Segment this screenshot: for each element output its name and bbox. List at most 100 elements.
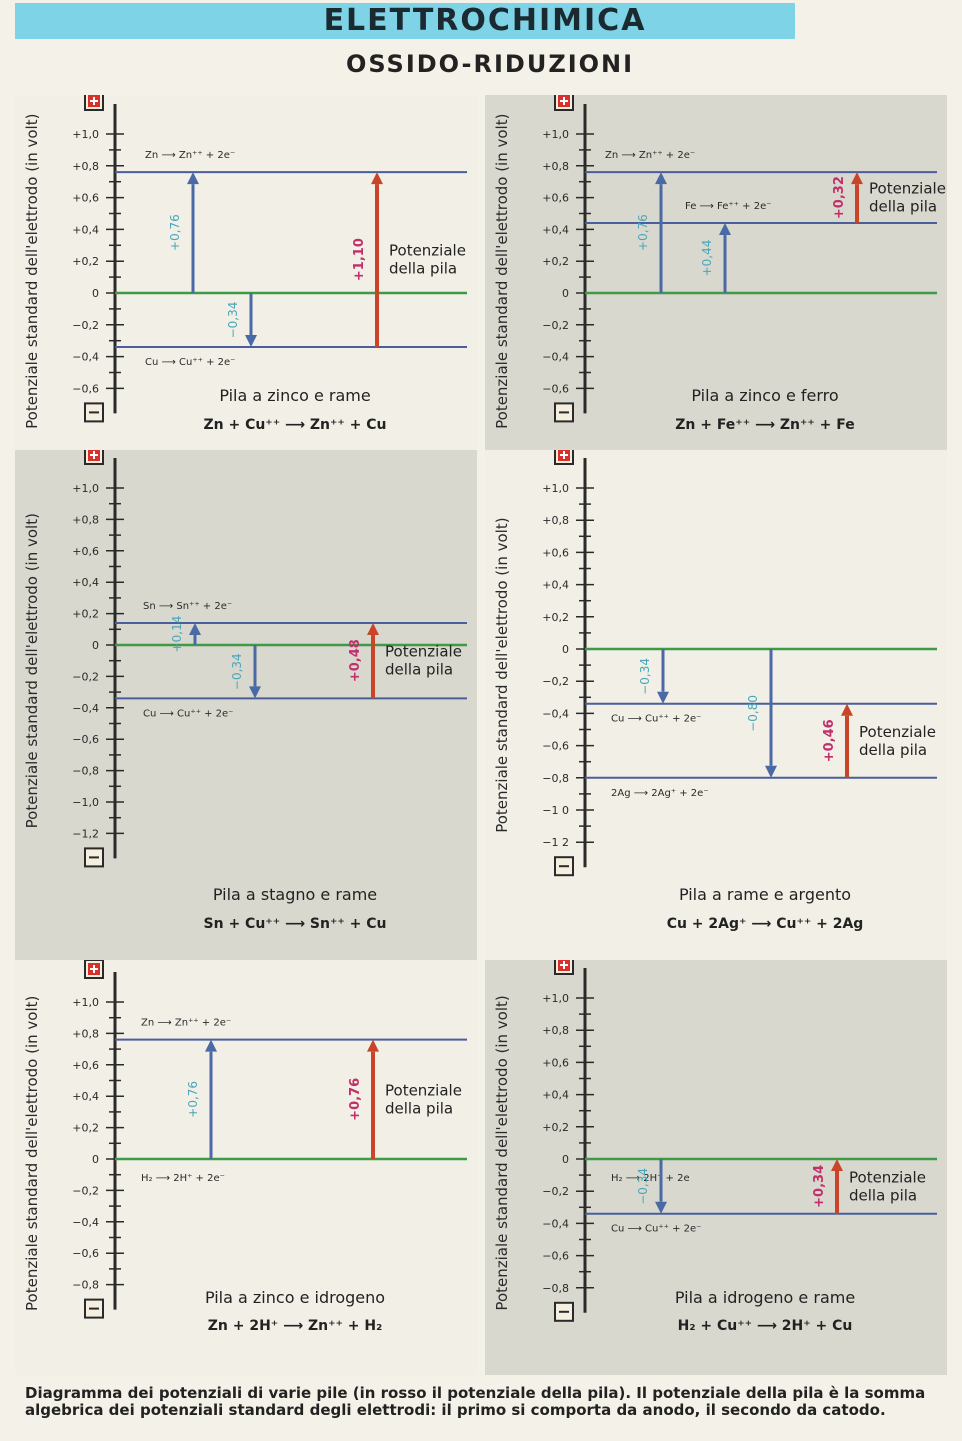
electrode-arrow-head — [187, 172, 199, 185]
plus-box-icon — [554, 960, 574, 975]
cell-arrow — [371, 172, 383, 348]
electrode-potential-label: +0,44 — [700, 240, 714, 277]
cell-arrow-head — [851, 172, 863, 185]
cell-potential-label: +0,32 — [832, 176, 847, 219]
tick-label: +0,2 — [542, 611, 569, 624]
tick-label: −0,2 — [72, 1184, 99, 1197]
electrode-arrow — [765, 649, 777, 778]
panel-zinco-rame: Potenziale standard dell'elettrodo (in v… — [15, 95, 477, 450]
tick-label: −0,8 — [542, 772, 569, 785]
cell-arrow — [367, 1039, 379, 1159]
electrode-arrow — [205, 1039, 217, 1159]
electrode-arrow — [655, 172, 667, 293]
panel-title: Pila a zinco e rame — [219, 386, 370, 405]
tick-label: −0,2 — [542, 675, 569, 688]
cell-label-line2: della pila — [385, 1099, 453, 1117]
panel-title: Pila a stagno e rame — [213, 885, 377, 904]
cell-arrow-head — [841, 703, 853, 716]
plus-box-icon — [84, 450, 104, 465]
plus-box-icon — [554, 450, 574, 465]
tick-label: +1,0 — [72, 482, 99, 495]
cell-arrow-head — [831, 1159, 843, 1171]
cell-label-line2: della pila — [859, 741, 927, 759]
half-reaction-label: Sn ⟶ Sn⁺⁺ + 2e⁻ — [143, 601, 232, 612]
tick-label: −0,8 — [542, 1282, 569, 1295]
cell-arrow-head — [367, 623, 379, 636]
tick-label: +0,6 — [542, 1056, 569, 1069]
tick-label: +0,4 — [72, 223, 99, 236]
cell-arrow — [841, 703, 853, 778]
tick-label: −0,6 — [542, 382, 569, 395]
cell-label-line2: della pila — [849, 1186, 917, 1204]
tick-label: +0,2 — [72, 1122, 99, 1135]
title-banner: ELETTROCHIMICA — [15, 3, 795, 39]
panel-title: Pila a idrogeno e rame — [675, 1288, 855, 1307]
reaction-equation: Zn + 2H⁺ ⟶ Zn⁺⁺ + H₂ — [208, 1318, 383, 1334]
axis-label: Potenziale standard dell'elettrodo (in v… — [23, 996, 41, 1311]
tick-label: −1 2 — [542, 836, 569, 849]
tick-label: +0,2 — [72, 255, 99, 268]
diagram-svg: Potenziale standard dell'elettrodo (in v… — [485, 960, 947, 1375]
electrode-arrow-head — [249, 686, 261, 699]
electrode-potential-label: −0,34 — [230, 653, 244, 690]
half-reaction-label: Cu ⟶ Cu⁺⁺ + 2e⁻ — [145, 357, 235, 368]
cell-potential-label: +0,46 — [822, 719, 837, 762]
panel-background — [15, 95, 477, 450]
half-reaction-label: Cu ⟶ Cu⁺⁺ + 2e⁻ — [143, 708, 233, 719]
electrode-arrow-head — [189, 623, 201, 636]
page-subtitle: OSSIDO-RIDUZIONI — [345, 50, 635, 78]
panel-zinco-ferro: Potenziale standard dell'elettrodo (in v… — [485, 95, 947, 450]
panel-zinco-idrogeno: Potenziale standard dell'elettrodo (in v… — [15, 960, 477, 1375]
tick-label: −0,4 — [72, 702, 99, 715]
tick-label: −0,2 — [542, 1185, 569, 1198]
panel-rame-argento: Potenziale standard dell'elettrodo (in v… — [485, 450, 947, 960]
electrode-potential-label: +0,14 — [170, 616, 184, 653]
tick-label: −0,4 — [542, 351, 569, 364]
half-reaction-label: 2Ag ⟶ 2Ag⁺ + 2e⁻ — [611, 788, 709, 799]
figure-caption: Diagramma dei potenziali di varie pile (… — [25, 1384, 926, 1419]
panel-background — [485, 95, 947, 450]
panel-title: Pila a zinco e ferro — [691, 386, 838, 405]
minus-box-icon — [84, 402, 104, 423]
cell-label-line1: Potenziale — [859, 723, 936, 741]
electrode-arrow — [249, 645, 261, 699]
electrode-potential-label: −0,34 — [636, 1168, 650, 1205]
tick-label: +0,4 — [542, 579, 569, 592]
half-reaction-label: Cu ⟶ Cu⁺⁺ + 2e⁻ — [611, 714, 701, 725]
half-reaction-label: Zn ⟶ Zn⁺⁺ + 2e⁻ — [145, 150, 235, 161]
tick-label: −0,2 — [72, 319, 99, 332]
electrode-potential-label: −0,80 — [746, 695, 760, 732]
cell-potential-label: +1,10 — [352, 238, 367, 281]
panel-background — [15, 450, 477, 960]
tick-label: +0,6 — [72, 192, 99, 205]
tick-label: 0 — [562, 1153, 569, 1166]
axis-label: Potenziale standard dell'elettrodo (in v… — [23, 114, 41, 429]
tick-label: −0,6 — [542, 740, 569, 753]
cell-potential-label: +0,76 — [348, 1078, 363, 1121]
tick-label: +0,8 — [72, 160, 99, 173]
electrode-arrow-head — [245, 335, 257, 348]
half-reaction-label: Zn ⟶ Zn⁺⁺ + 2e⁻ — [141, 1018, 231, 1029]
electrode-potential-label: −0,34 — [638, 658, 652, 695]
panel-title: Pila a rame e argento — [679, 885, 851, 904]
tick-label: −0,8 — [72, 765, 99, 778]
cell-label-line1: Potenziale — [385, 643, 462, 661]
cell-label-line1: Potenziale — [849, 1168, 926, 1186]
half-reaction-label: H₂ ⟶ 2H⁺ + 2e⁻ — [141, 1173, 225, 1184]
electrode-arrow-head — [655, 1201, 667, 1214]
cell-label-line1: Potenziale — [385, 1081, 462, 1099]
tick-label: −0,6 — [72, 733, 99, 746]
half-reaction-label: H₂ ⟶ 2H⁺ + 2e — [611, 1173, 690, 1184]
tick-label: −0,6 — [72, 382, 99, 395]
tick-label: 0 — [92, 639, 99, 652]
axis-label: Potenziale standard dell'elettrodo (in v… — [23, 513, 41, 828]
axis-label: Potenziale standard dell'elettrodo (in v… — [493, 114, 511, 429]
electrode-potential-label: −0,34 — [226, 302, 240, 339]
cell-arrow-head — [367, 1039, 379, 1052]
electrode-arrow-head — [655, 172, 667, 185]
tick-label: +1,0 — [542, 482, 569, 495]
tick-label: −0,8 — [72, 1279, 99, 1292]
minus-box-icon — [554, 1301, 574, 1322]
cell-arrow — [831, 1159, 843, 1214]
tick-label: −0,4 — [72, 351, 99, 364]
